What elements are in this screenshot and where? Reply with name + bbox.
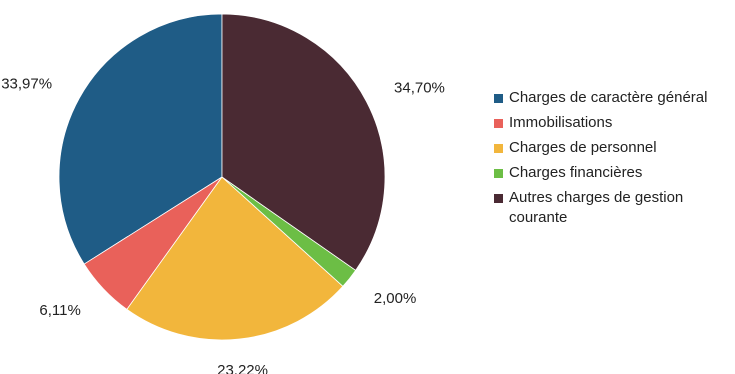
pie-slice-charges-caractere-general [58,13,223,265]
legend-label-charges-personnel: Charges de personnel [509,139,657,156]
legend-swatch-immobilisations [494,119,503,128]
legend-item-immobilisations: Immobilisations [494,113,730,133]
legend-item-autres-charges-gestion: Autres charges de gestion courante [494,188,730,228]
pie-slice-charges-personnel [126,176,344,341]
chart-legend: Charges de caractère général Immobilisat… [494,88,730,233]
legend-item-charges-personnel: Charges de personnel [494,138,730,158]
pie-label-autres-charges-gestion: 34,70% [394,79,445,96]
legend-label-immobilisations: Immobilisations [509,114,613,131]
legend-item-charges-financieres: Charges financières [494,163,730,183]
legend-label-charges-caractere-general: Charges de caractère général [509,89,708,106]
legend-swatch-charges-personnel [494,144,503,153]
legend-label-autres-charges-gestion: Autres charges de gestion courante [509,189,684,226]
pie-label-immobilisations: 6,11% [39,302,80,319]
legend-label-charges-financieres: Charges financières [509,164,643,181]
legend-item-charges-caractere-general: Charges de caractère général [494,88,730,108]
legend-swatch-charges-caractere-general [494,94,503,103]
legend-swatch-charges-financieres [494,169,503,178]
pie-label-charges-personnel: 23,22% [217,362,268,374]
pie-label-charges-caractere-general: 33,97% [1,75,52,92]
legend-swatch-autres-charges-gestion [494,194,503,203]
pie-label-charges-financieres: 2,00% [374,290,417,307]
pie-slice-autres-charges-gestion [221,13,386,271]
